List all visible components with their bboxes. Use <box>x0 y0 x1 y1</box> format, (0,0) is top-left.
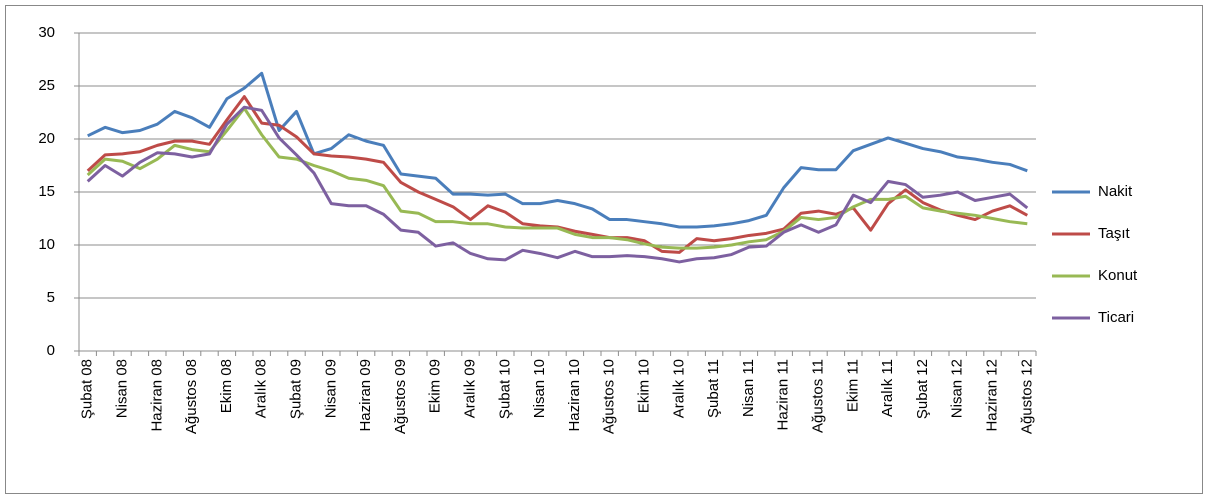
x-tick-label: Nisan 08 <box>113 359 130 418</box>
x-tick-label: Ağustos 11 <box>809 359 826 433</box>
x-tick-label: Ağustos 10 <box>601 359 618 434</box>
y-tick-label: 10 <box>38 236 55 253</box>
x-tick-label: Ekim 11 <box>844 359 861 412</box>
x-tick-label: Ağustos 12 <box>1018 359 1035 434</box>
y-tick-label: 0 <box>47 342 55 359</box>
x-tick-label: Haziran 11 <box>775 359 792 430</box>
x-tick-label: Nisan 10 <box>531 359 548 418</box>
x-tick-label: Şubat 11 <box>705 359 722 418</box>
x-tick-label: Şubat 12 <box>914 359 931 419</box>
legend-label: Konut <box>1098 267 1138 284</box>
series-line <box>86 105 1029 264</box>
chart-border <box>5 5 1203 494</box>
x-tick-label: Ekim 09 <box>427 359 444 413</box>
x-tick-label: Şubat 08 <box>79 359 96 419</box>
legend-label: Nakit <box>1098 183 1133 200</box>
x-tick-label: Ekim 08 <box>218 359 235 413</box>
x-tick-label: Aralık 08 <box>253 359 270 418</box>
x-tick-label: Haziran 10 <box>566 359 583 432</box>
x-tick-label: Ağustos 09 <box>392 359 409 434</box>
x-tick-label: Ekim 10 <box>635 359 652 413</box>
x-tick-label: Şubat 09 <box>287 359 304 419</box>
x-tick-label: Nisan 09 <box>322 359 339 418</box>
x-tick-label: Haziran 12 <box>983 359 1000 432</box>
x-tick-label: Nisan 12 <box>949 359 966 418</box>
x-tick-label: Haziran 09 <box>357 359 374 432</box>
x-tick-label: Nisan 11 <box>740 359 757 417</box>
legend-label: Ticari <box>1098 309 1134 326</box>
x-tick-label: Aralık 09 <box>461 359 478 418</box>
y-tick-label: 30 <box>38 24 55 41</box>
legend-label: Taşıt <box>1098 225 1131 242</box>
x-tick-label: Aralık 11 <box>879 359 896 417</box>
x-tick-label: Ağustos 08 <box>183 359 200 434</box>
x-tick-label: Şubat 10 <box>496 359 513 419</box>
series-line <box>87 71 1028 229</box>
y-tick-label: 25 <box>38 77 55 94</box>
y-tick-label: 20 <box>38 130 55 147</box>
x-tick-label: Haziran 08 <box>148 359 165 432</box>
y-tick-label: 15 <box>38 183 55 200</box>
y-tick-label: 5 <box>47 289 55 306</box>
x-tick-label: Aralık 10 <box>670 359 687 418</box>
